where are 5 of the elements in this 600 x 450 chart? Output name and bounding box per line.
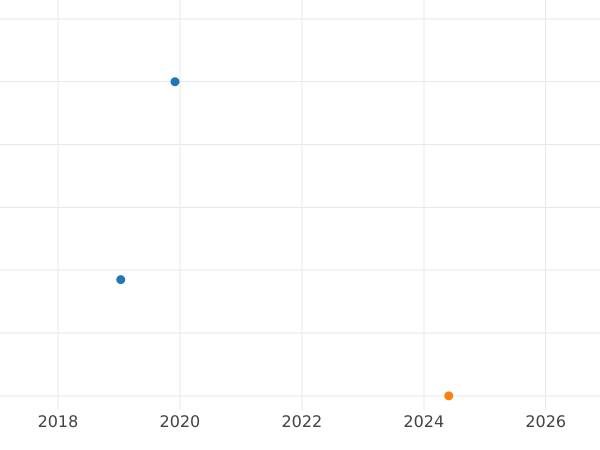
x-tick-label: 2024: [403, 412, 444, 431]
x-tick-label: 2018: [38, 412, 78, 431]
x-tick-label: 2026: [525, 412, 566, 431]
x-tick-label: 2022: [281, 412, 322, 431]
x-tick-label: 2020: [160, 412, 200, 431]
